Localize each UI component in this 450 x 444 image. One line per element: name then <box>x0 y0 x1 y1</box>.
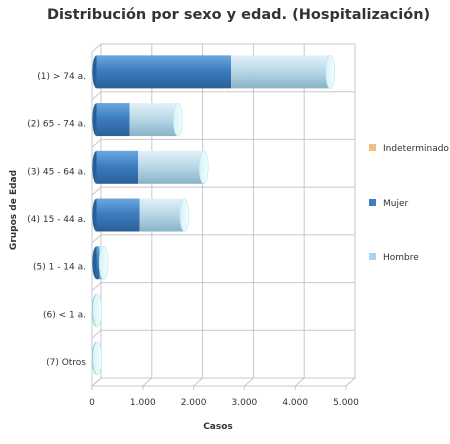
bar-end-cap <box>92 341 103 375</box>
x-tick-label: 2.000 <box>181 398 207 408</box>
legend-label: Indeterminado <box>383 144 449 154</box>
bar-end-cap <box>172 102 183 137</box>
category-label: (3) 45 - 64 a. <box>27 167 86 177</box>
bar-hombre <box>231 55 331 89</box>
x-tick-label: 0 <box>89 398 95 408</box>
legend: Indeterminado Mujer Hombre <box>369 144 449 263</box>
category-label: (5) 1 - 14 a. <box>33 263 86 273</box>
bar-mujer <box>96 246 100 280</box>
floor-gridline <box>91 377 102 387</box>
left-wall-gridline <box>91 282 102 291</box>
category-label: (6) < 1 a. <box>43 310 86 320</box>
left-wall-gridline <box>91 329 102 339</box>
floor-gridline <box>193 377 203 387</box>
category-labels: (1) > 74 a. (2) 65 - 74 a. (3) 45 - 64 a. (… <box>27 72 86 368</box>
bar-mujer <box>96 103 130 137</box>
bar-hombre <box>138 150 204 184</box>
left-wall-gridline <box>91 234 102 244</box>
y-axis-title: Grupos de Edad <box>9 170 19 250</box>
chart-title: Distribución por sexo y edad. (Hospitali… <box>47 7 430 23</box>
x-tick-labels: 0 1.000 2.000 3.000 4.000 5.000 <box>89 398 359 408</box>
left-wall-gridline <box>91 139 102 148</box>
bar-end-cap <box>92 293 103 328</box>
category-label: (4) 15 - 44 a. <box>27 215 86 225</box>
x-tick-label: 3.000 <box>232 398 258 408</box>
bar-end-cap <box>325 55 335 89</box>
category-label: (2) 65 - 74 a. <box>27 120 86 130</box>
bar-end-cap <box>98 245 109 280</box>
floor <box>90 377 357 387</box>
x-axis-title: Casos <box>203 422 233 432</box>
bar-end-cap <box>198 150 209 185</box>
bar-mujer <box>96 198 140 232</box>
legend-swatch <box>369 199 376 206</box>
bar-mujer <box>96 150 139 184</box>
floor-gridline <box>345 377 356 387</box>
bar-mujer <box>96 55 232 89</box>
floor-gridline <box>294 377 305 387</box>
bar-hombre <box>139 198 185 232</box>
legend-swatch <box>369 253 376 260</box>
floor-gridline <box>244 377 254 387</box>
left-wall-gridline <box>91 91 102 101</box>
x-tick-label: 4.000 <box>282 398 308 408</box>
floor-gridline <box>142 377 153 387</box>
bars-group <box>91 55 335 375</box>
category-label: (7) Otros <box>46 358 86 368</box>
category-label: (1) > 74 a. <box>37 72 86 82</box>
plot-frame <box>90 42 357 390</box>
bar-end-cap <box>179 198 190 232</box>
bar-hombre <box>129 103 178 137</box>
legend-label: Hombre <box>383 253 419 263</box>
legend-swatch <box>369 144 376 151</box>
legend-label: Mujer <box>383 199 409 209</box>
x-tick-label: 1.000 <box>130 398 156 408</box>
left-wall-gridline <box>91 186 102 196</box>
x-tick-label: 5.000 <box>333 398 359 408</box>
